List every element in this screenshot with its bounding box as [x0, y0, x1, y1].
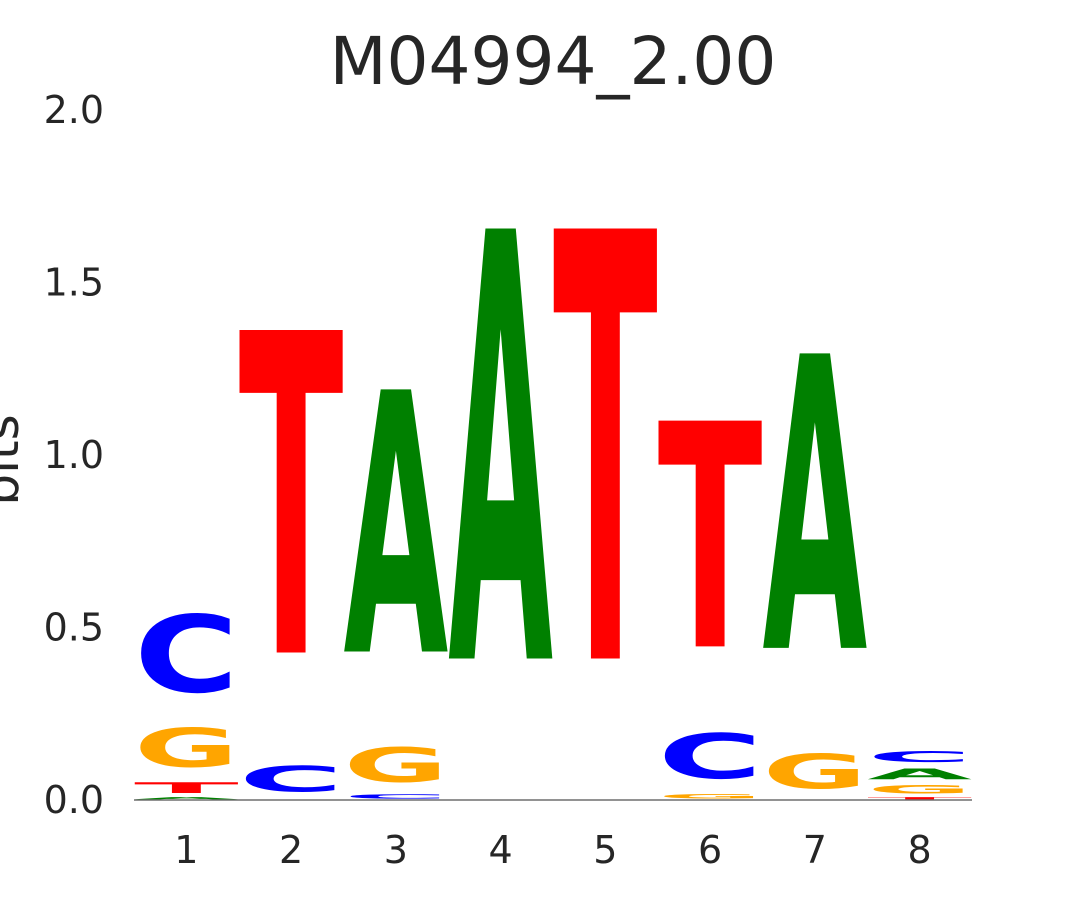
- logo-letter-a: A: [867, 766, 972, 783]
- x-tick-label: 1: [174, 828, 198, 872]
- y-tick-label: 1.0: [44, 433, 104, 477]
- logo-letter-c: C: [658, 721, 763, 793]
- logo-letter-a: A: [134, 797, 239, 800]
- logo-letter-t: T: [134, 779, 239, 796]
- logo-letter-c: C: [867, 748, 972, 765]
- chart-title: M04994_2.00: [330, 23, 777, 100]
- logo-letter-a: A: [344, 319, 450, 737]
- logo-letter-a: A: [448, 111, 554, 797]
- x-tick-label: 5: [593, 828, 617, 872]
- logo-letter-g: G: [658, 793, 763, 800]
- logo-letter-g: G: [344, 738, 449, 793]
- y-tick-label: 2.0: [44, 88, 104, 132]
- y-tick-label: 0.5: [44, 606, 104, 650]
- y-axis-label: bits: [0, 414, 30, 505]
- logo-letter-c: C: [344, 793, 449, 800]
- x-tick-label: 8: [908, 828, 932, 872]
- x-tick-labels: 1 2 3 4 5 6 7 8: [174, 828, 931, 872]
- logo-letter-t: T: [867, 797, 972, 800]
- y-tick-labels: 0.0 0.5 1.0 1.5 2.0: [44, 88, 104, 822]
- logo-letter-a: A: [763, 274, 869, 745]
- x-tick-label: 4: [489, 828, 513, 872]
- y-tick-label: 1.5: [44, 261, 104, 305]
- x-tick-label: 7: [803, 828, 827, 872]
- logo-letter-c: C: [239, 758, 344, 800]
- logo-letter-t: T: [239, 244, 345, 758]
- y-tick-label: 0.0: [44, 778, 104, 822]
- x-tick-label: 3: [384, 828, 408, 872]
- logo-letter-t: T: [553, 111, 659, 798]
- logo-letter-g: G: [763, 745, 868, 800]
- x-tick-label: 6: [698, 828, 722, 872]
- x-tick-label: 2: [279, 828, 303, 872]
- logo-letter-g: G: [134, 718, 239, 780]
- logo-letter-t: T: [658, 359, 763, 720]
- logo-letter-c: C: [134, 593, 239, 717]
- logo-letter-g: G: [867, 783, 972, 797]
